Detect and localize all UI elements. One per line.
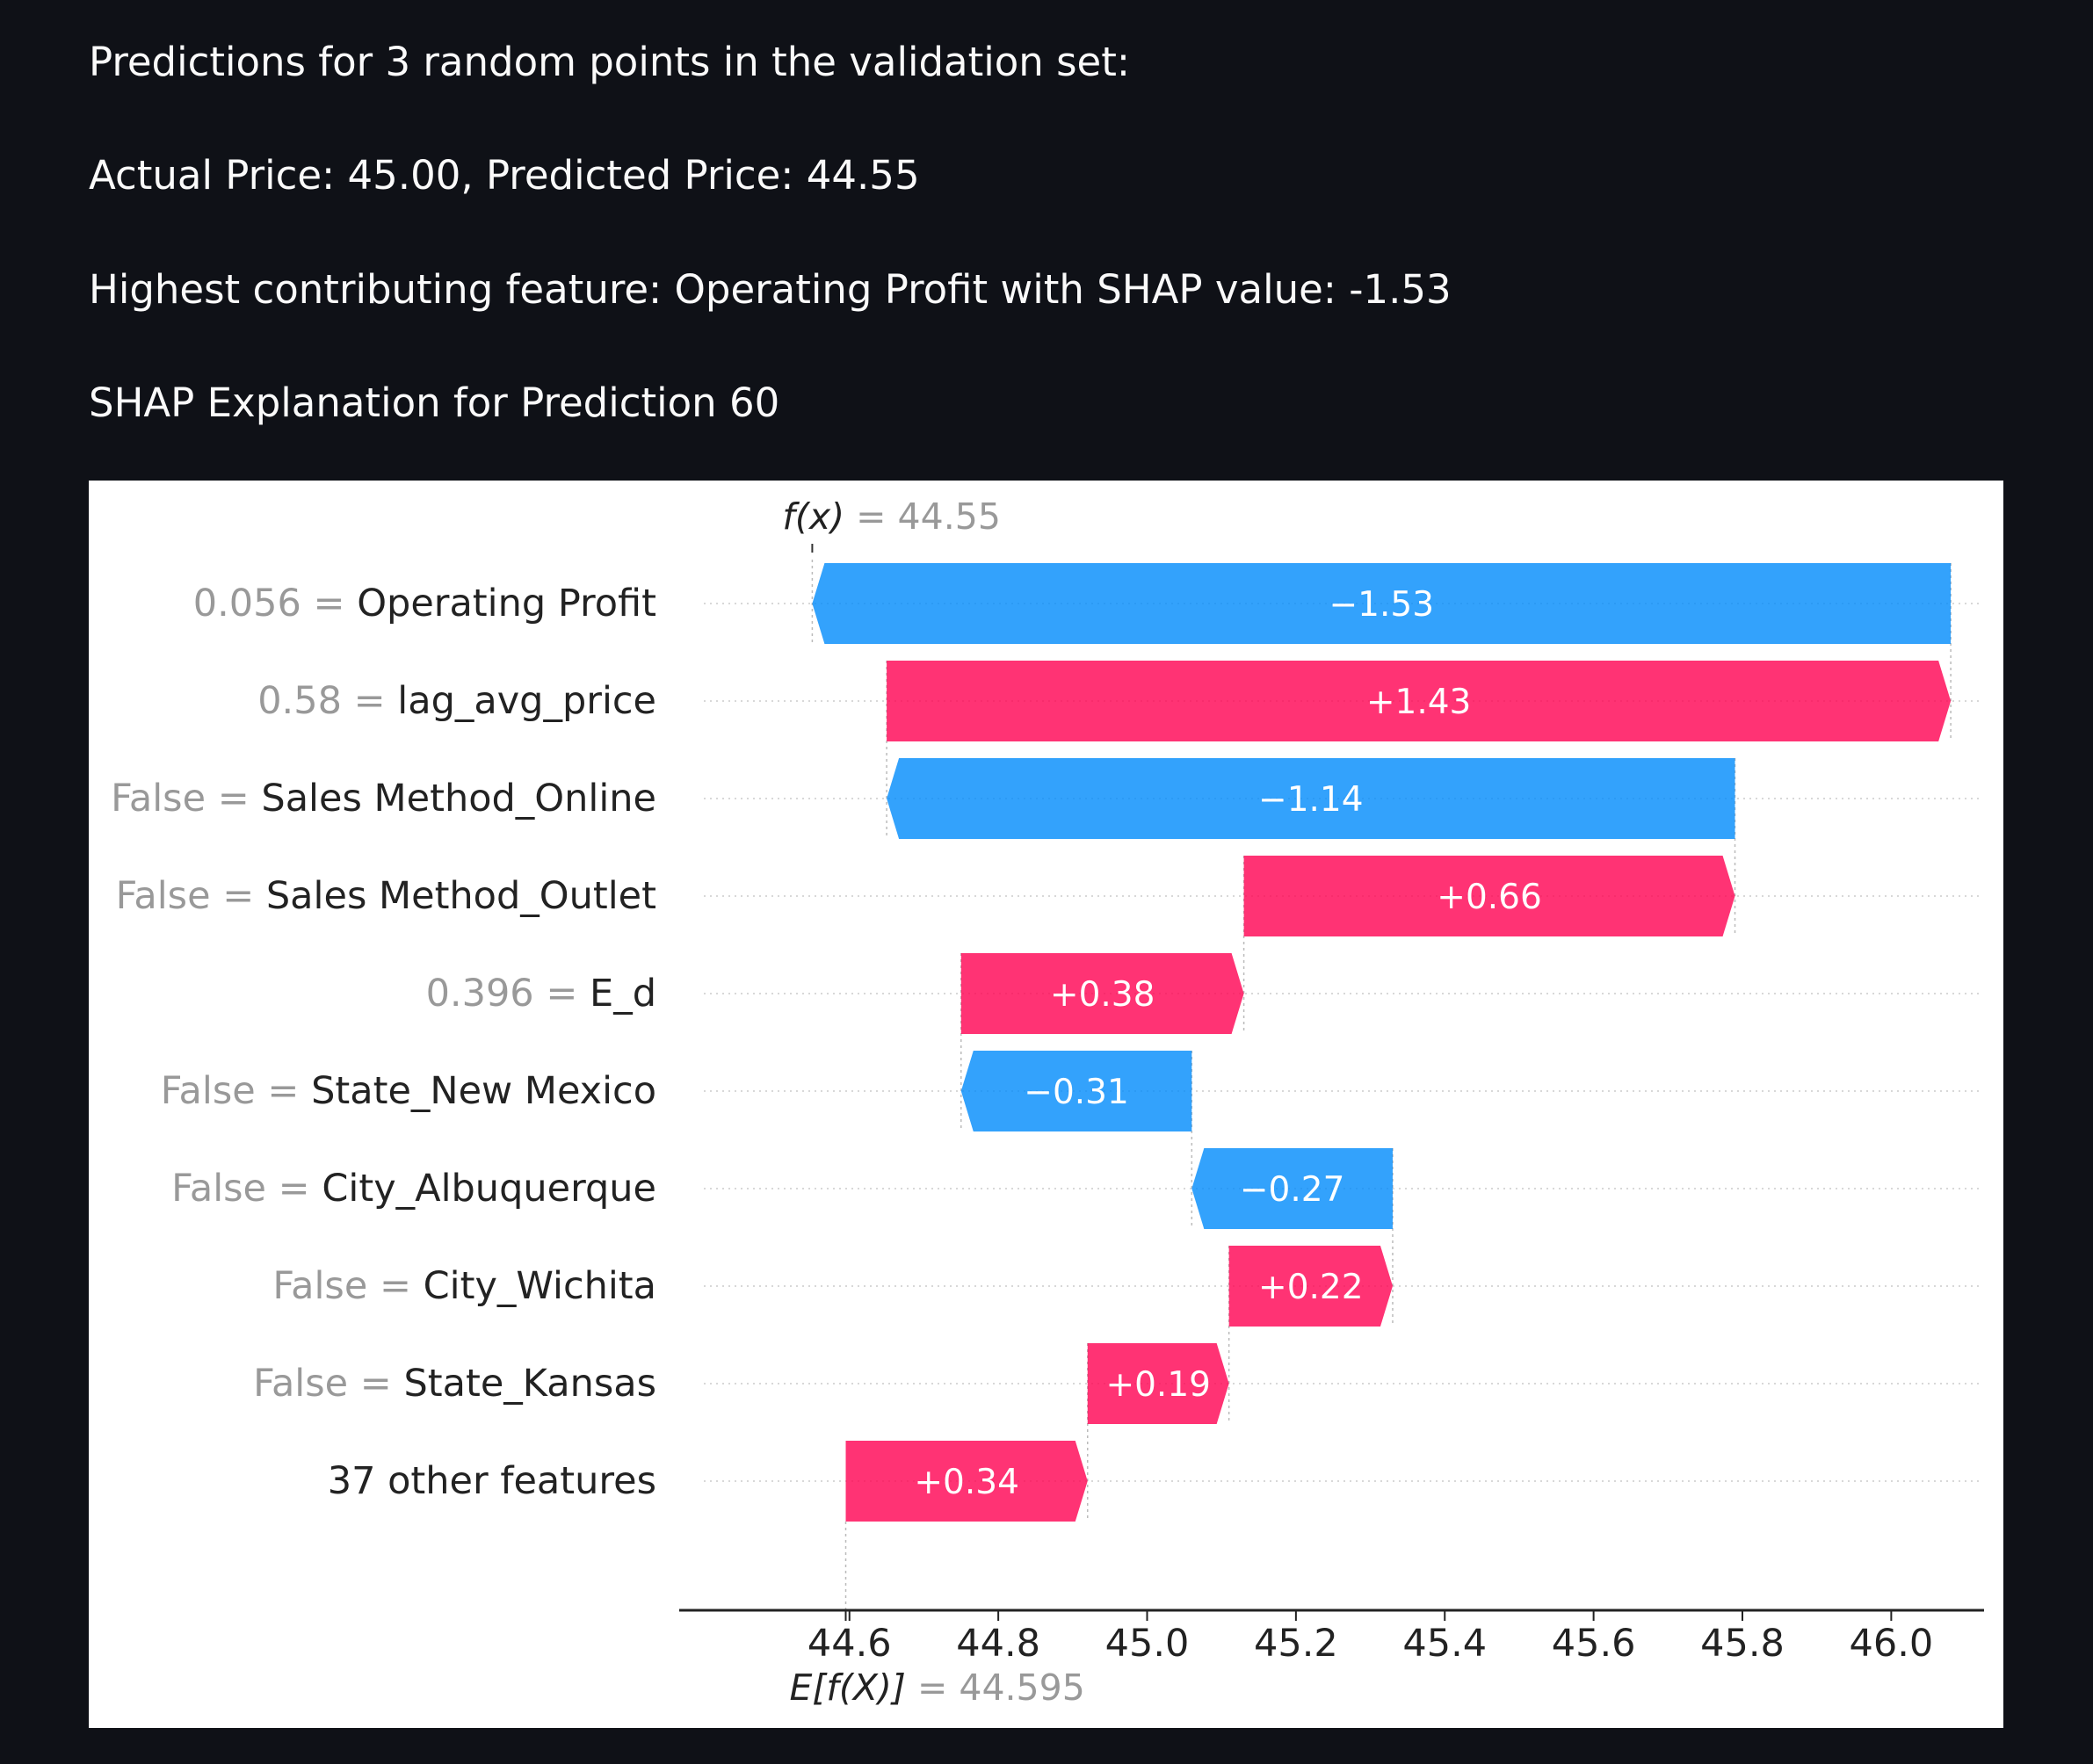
feature-label: 0.056 = Operating Profit [193,582,656,625]
shap-bar-positive [1228,1246,1393,1327]
x-tick-label: 45.6 [1552,1622,1636,1666]
feature-label: 0.58 = lag_avg_price [257,679,656,723]
intro-text: Predictions for 3 random points in the v… [89,39,1131,85]
shap-value-label: +0.19 [1105,1365,1211,1405]
x-tick-label: 45.4 [1402,1622,1487,1666]
x-tick-label: 45.2 [1254,1622,1338,1666]
actual-predicted-text: Actual Price: 45.00, Predicted Price: 44… [89,152,920,199]
feature-label: False = Sales Method_Outlet [116,874,656,918]
feature-label: False = Sales Method_Online [111,777,656,821]
shap-bar-negative [887,758,1735,839]
shap-bar-positive [1243,856,1735,936]
feature-label: False = City_Wichita [272,1264,656,1308]
shap-value-label: +0.38 [1050,975,1155,1015]
shap-bar-negative [1191,1148,1393,1229]
shap-bar-positive [845,1441,1088,1522]
feature-label: 0.396 = E_d [426,972,656,1016]
shap-value-label: +0.22 [1258,1268,1364,1307]
feature-label: False = City_Albuquerque [171,1167,656,1211]
shap-value-label: +0.34 [914,1463,1019,1502]
feature-label: False = State_New Mexico [161,1069,656,1113]
fx-label: f(x) = 44.55 [782,495,1001,538]
x-tick-label: 44.6 [808,1622,892,1666]
x-tick-label: 46.0 [1850,1622,1934,1666]
shap-value-label: +1.43 [1366,683,1472,722]
shap-bar-negative [812,563,1952,644]
shap-bar-positive [887,661,1952,741]
shap-bar-positive [960,953,1244,1034]
highest-feature-text: Highest contributing feature: Operating … [89,266,1452,313]
explanation-title: SHAP Explanation for Prediction 60 [89,380,780,426]
feature-label: 37 other features [328,1459,656,1503]
efx-label: E[f(X)] = 44.595 [790,1666,1085,1709]
chart-svg: −1.53 +1.43 −1.14 +0.66 +0.38 −0.31 −0.27 +0.22… [111,495,1984,1709]
shap-bar-negative [960,1051,1192,1131]
shap-value-label: +0.66 [1437,878,1542,917]
shap-waterfall-chart: −1.53 +1.43 −1.14 +0.66 +0.38 −0.31 −0.27 +0.22… [89,481,2003,1728]
shap-value-label: −1.53 [1329,585,1435,625]
shap-value-label: −1.14 [1258,780,1364,820]
shap-bar-positive [1087,1343,1229,1424]
x-tick-label: 44.8 [956,1622,1040,1666]
feature-label: False = State_Kansas [253,1362,656,1406]
shap-value-label: −0.27 [1240,1170,1345,1210]
shap-value-label: −0.31 [1024,1073,1129,1112]
x-tick-label: 45.0 [1105,1622,1190,1666]
x-tick-label: 45.8 [1700,1622,1785,1666]
